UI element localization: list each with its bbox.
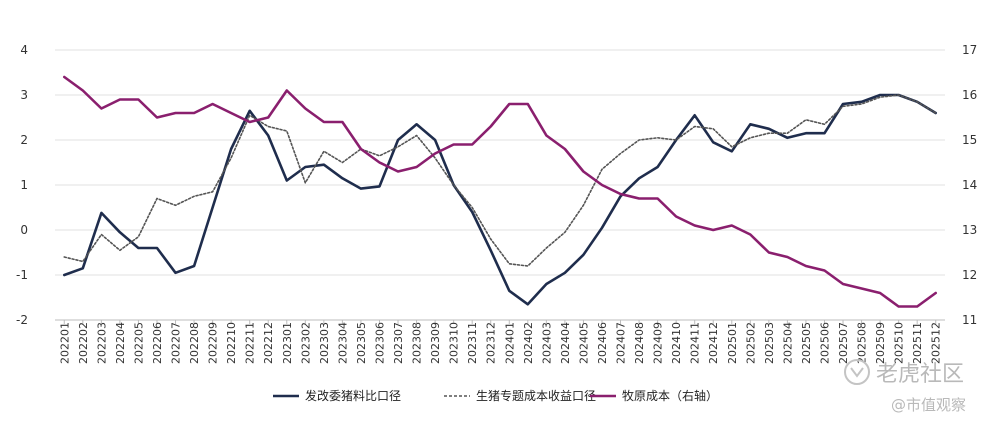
x-tick-label: 202410	[670, 322, 683, 364]
x-tick-label: 202212	[262, 322, 275, 364]
legend-label: 发改委猪料比口径	[305, 388, 401, 403]
x-tick-label: 202208	[188, 322, 201, 364]
watermark: 老虎社区 @市值观察	[844, 359, 966, 414]
right-tick-label: 11	[962, 313, 977, 327]
series-group	[63, 75, 938, 308]
x-tick-label: 202508	[856, 322, 869, 364]
x-tick-label: 202209	[207, 322, 220, 364]
x-tick-label: 202205	[132, 322, 145, 364]
right-tick-label: 12	[962, 268, 977, 282]
x-tick-label: 202304	[336, 322, 349, 364]
watermark-account: @市值观察	[891, 396, 966, 414]
x-tick-label: 202506	[818, 322, 831, 364]
x-tick-label: 202501	[726, 322, 739, 364]
x-tick-label: 202201	[58, 322, 71, 364]
x-tick-label: 202409	[652, 322, 665, 364]
x-tick-label: 202510	[893, 322, 906, 364]
x-tick-label: 202505	[800, 322, 813, 364]
left-tick-label: -2	[16, 313, 28, 327]
x-tick-label: 202204	[114, 322, 127, 364]
right-tick-label: 15	[962, 133, 977, 147]
left-tick-label: 4	[20, 43, 28, 57]
left-tick-label: 2	[20, 133, 28, 147]
x-tick-label: 202504	[781, 322, 794, 364]
right-tick-label: 16	[962, 88, 977, 102]
x-tick-label: 202512	[930, 322, 943, 364]
x-tick-label: 202511	[911, 322, 924, 364]
x-tick-label: 202302	[299, 322, 312, 364]
x-tick-label: 202402	[522, 322, 535, 364]
left-tick-label: 1	[20, 178, 28, 192]
right-tick-label: 13	[962, 223, 977, 237]
x-tick-label: 202309	[429, 322, 442, 364]
x-tick-label: 202303	[318, 322, 331, 364]
x-tick-label: 202301	[281, 322, 294, 364]
left-tick-label: 0	[20, 223, 28, 237]
x-tick-label: 202507	[837, 322, 850, 364]
left-tick-label: 3	[20, 88, 28, 102]
legend: 发改委猪料比口径 生猪专题成本收益口径 牧原成本（右轴）	[273, 388, 718, 403]
right-tick-label: 17	[962, 43, 977, 57]
x-tick-label: 202311	[466, 322, 479, 364]
series-line-1	[63, 93, 938, 306]
x-tick-label: 202307	[392, 322, 405, 364]
x-tick-label: 202305	[355, 322, 368, 364]
left-axis: -2 -1 0 1 2 3 4	[16, 43, 28, 327]
x-tick-label: 202207	[170, 322, 183, 364]
x-tick-label: 202509	[874, 322, 887, 364]
x-tick-label: 202412	[707, 322, 720, 364]
tiger-logo-mark	[850, 367, 864, 378]
tiger-logo-icon	[844, 359, 870, 385]
x-tick-label: 202503	[763, 322, 776, 364]
x-tick-label: 202202	[77, 322, 90, 364]
x-tick-label: 202407	[615, 322, 628, 364]
watermark-brand: 老虎社区	[876, 362, 964, 387]
x-tick-label: 202310	[448, 322, 461, 364]
x-tick-label: 202401	[503, 322, 516, 364]
x-tick-label: 202404	[559, 322, 572, 364]
x-tick-label: 202408	[633, 322, 646, 364]
x-tick-label: 202211	[244, 322, 257, 364]
legend-label: 生猪专题成本收益口径	[476, 388, 596, 403]
series-line-2	[63, 94, 937, 267]
series-line-3	[63, 75, 938, 308]
x-tick-label: 202406	[596, 322, 609, 364]
x-tick-label: 202312	[485, 322, 498, 364]
x-tick-label: 202502	[744, 322, 757, 364]
right-tick-label: 14	[962, 178, 977, 192]
right-axis: 11 12 13 14 15 16 17	[962, 43, 977, 327]
x-tick-label: 202405	[577, 322, 590, 364]
x-tick-label: 202306	[373, 322, 386, 364]
x-tick-label: 202210	[225, 322, 238, 364]
left-tick-label: -1	[16, 268, 28, 282]
x-tick-label: 202403	[540, 322, 553, 364]
x-axis: 202201 202202 202203 202204 202205 202206 2022…	[55, 319, 945, 364]
x-tick-label: 202206	[151, 322, 164, 364]
x-tick-label: 202308	[411, 322, 424, 364]
x-tick-label: 202411	[689, 322, 702, 364]
legend-label: 牧原成本（右轴）	[622, 388, 718, 403]
x-tick-label: 202203	[95, 322, 108, 364]
